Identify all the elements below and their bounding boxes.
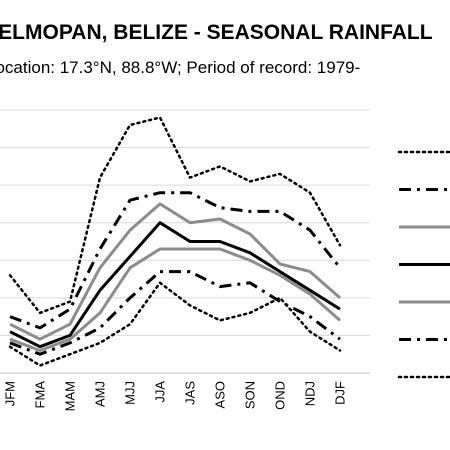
x-tick-labels: JFM FMA MAM AMJ MJJ JJA JAS ASO SON OND NDJ DJF (3, 381, 348, 412)
x-tick-label: SON (243, 381, 258, 409)
series-line-6 (9, 270, 341, 356)
x-tick-label: AMJ (93, 381, 108, 407)
x-tick-label: JAS (183, 381, 198, 405)
series-line-3 (9, 202, 341, 341)
x-tick-label: ASO (213, 381, 228, 408)
gridlines (0, 109, 370, 374)
x-tick-label: DJF (333, 381, 348, 405)
x-tick-label: JJA (153, 381, 168, 403)
series-line-2 (9, 191, 342, 330)
series-line-4 (9, 221, 341, 349)
x-tick-label: MJJ (123, 381, 138, 405)
x-tick-label: NDJ (303, 381, 318, 406)
legend (397, 150, 450, 379)
x-tick-label: OND (273, 381, 288, 410)
x-tick-label: FMA (33, 381, 48, 409)
chart-title: BELMOPAN, BELIZE - SEASONAL RAINFALL (0, 21, 433, 44)
series-line-7 (8, 281, 342, 367)
x-tick-label: JFM (3, 381, 18, 406)
series-lines (8, 116, 342, 367)
series-line-5 (9, 247, 341, 352)
series-line-1 (8, 116, 342, 315)
chart-subtitle: Location: 17.3°N, 88.8°W; Period of reco… (0, 58, 361, 77)
x-tick-label: MAM (63, 381, 78, 411)
